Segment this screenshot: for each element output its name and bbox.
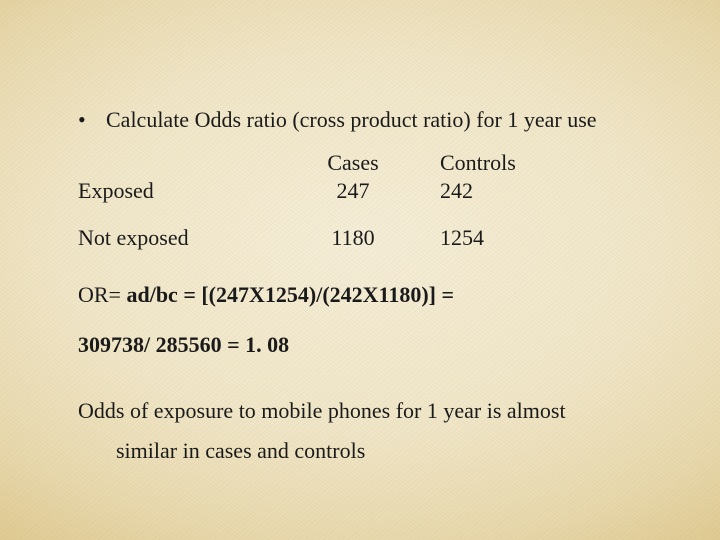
conclusion-line2: similar in cases and controls [78, 436, 648, 466]
table-header-row: Cases Controls [78, 149, 648, 178]
or-prefix: OR= [78, 282, 126, 307]
row-cases: 247 [278, 177, 428, 206]
row-label: Exposed [78, 177, 278, 206]
bullet-item: • Calculate Odds ratio (cross product ra… [72, 105, 648, 135]
odds-ratio-formula: OR= ad/bc = [(247X1254)/(242X1180)] = [78, 280, 648, 310]
slide-content: • Calculate Odds ratio (cross product ra… [0, 0, 720, 540]
bullet-text: Calculate Odds ratio (cross product rati… [106, 105, 648, 135]
row-label: Not exposed [78, 224, 278, 253]
table-header-controls: Controls [428, 149, 558, 178]
table-cell-empty [78, 149, 278, 178]
table-header-cases: Cases [278, 149, 428, 178]
conclusion-line1: Odds of exposure to mobile phones for 1 … [78, 396, 648, 426]
table-row: Not exposed 1180 1254 [78, 224, 648, 253]
row-cases: 1180 [278, 224, 428, 253]
data-table: Cases Controls Exposed 247 242 Not expos… [78, 149, 648, 253]
or-formula-bold: ad/bc = [(247X1254)/(242X1180)] = [126, 282, 454, 307]
odds-ratio-result: 309738/ 285560 = 1. 08 [78, 330, 648, 360]
bullet-marker: • [72, 105, 106, 135]
table-row: Exposed 247 242 [78, 177, 648, 206]
row-controls: 1254 [428, 224, 558, 253]
row-controls: 242 [428, 177, 558, 206]
